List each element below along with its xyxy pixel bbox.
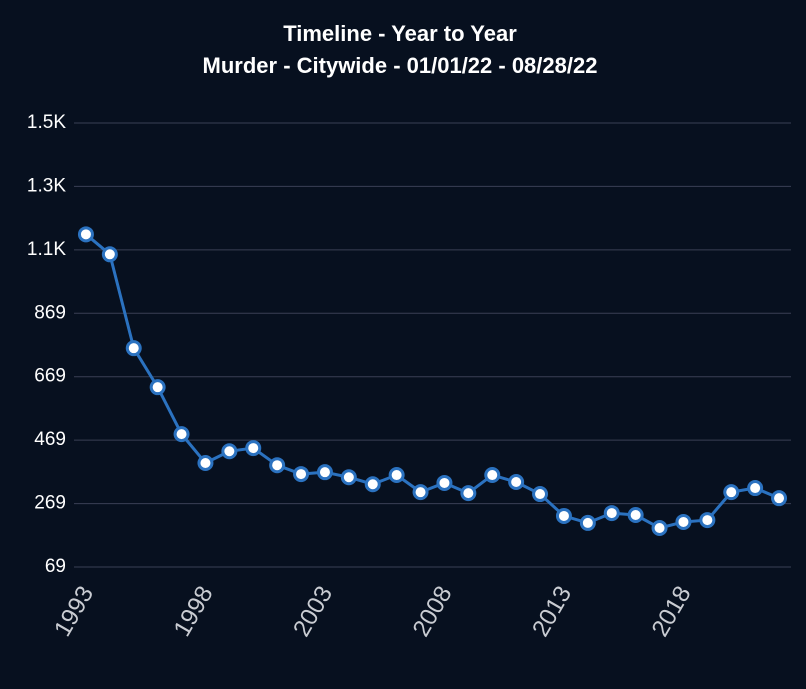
point (173, 426, 190, 443)
chart-title: Timeline - Year to Year (283, 21, 517, 46)
point (197, 454, 214, 471)
x-tick-label: 2008 (408, 582, 458, 642)
point (627, 506, 644, 523)
point (364, 476, 381, 493)
point (77, 226, 94, 243)
point (484, 467, 501, 484)
y-tick-label: 69 (45, 556, 66, 577)
x-tick-label: 1993 (49, 582, 99, 642)
point (221, 443, 238, 460)
y-tick-label: 269 (34, 493, 66, 514)
point (436, 474, 453, 491)
y-tick-label: 1.1K (27, 239, 66, 260)
point (723, 484, 740, 501)
point (245, 440, 262, 457)
point (340, 469, 357, 486)
point (316, 464, 333, 481)
x-tick-label: 2013 (527, 582, 577, 642)
point (532, 486, 549, 503)
x-tick-label: 1998 (169, 582, 219, 642)
point (508, 474, 525, 491)
point (579, 514, 596, 531)
line (84, 233, 780, 530)
point (101, 246, 118, 263)
point (747, 480, 764, 497)
y-tick-label: 469 (34, 429, 66, 450)
point (460, 485, 477, 502)
point (293, 466, 310, 483)
point (651, 519, 668, 536)
y-tick-label: 869 (34, 302, 66, 323)
y-tick-label: 1.5K (27, 112, 66, 133)
point (388, 467, 405, 484)
point (412, 484, 429, 501)
point (555, 507, 572, 524)
point (771, 490, 788, 507)
point (699, 512, 716, 529)
point (675, 513, 692, 530)
chart-subtitle: Murder - Citywide - 01/01/22 - 08/28/22 (203, 53, 598, 78)
y-tick-label: 1.3K (27, 175, 66, 196)
x-tick-label: 2003 (288, 582, 338, 642)
y-tick-label: 669 (34, 366, 66, 387)
x-tick-label: 2018 (647, 582, 697, 642)
point (603, 505, 620, 522)
point (125, 340, 142, 357)
point (149, 379, 166, 396)
point (269, 457, 286, 474)
